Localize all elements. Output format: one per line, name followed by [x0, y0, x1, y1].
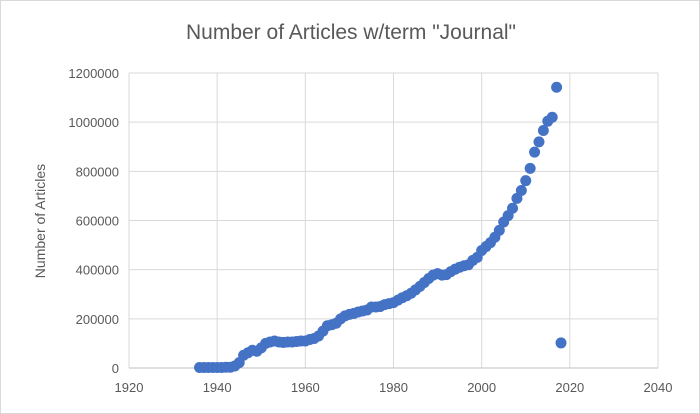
- data-point: [520, 175, 532, 187]
- y-tick-label: 1000000: [68, 115, 119, 130]
- y-tick-label: 400000: [76, 263, 119, 278]
- data-point: [493, 224, 505, 236]
- grid: [128, 72, 659, 369]
- data-point: [507, 202, 519, 214]
- data-points: [194, 81, 567, 374]
- x-tick-label: 1940: [203, 380, 232, 395]
- data-point: [546, 111, 558, 123]
- x-tick-label: 1960: [291, 380, 320, 395]
- x-tick-label: 1980: [379, 380, 408, 395]
- data-point: [524, 162, 536, 174]
- data-point: [537, 125, 549, 137]
- y-axis-ticks: 0 200000 400000 600000 800000 1000000 1200000: [68, 66, 119, 376]
- y-tick-label: 800000: [76, 164, 119, 179]
- x-tick-label: 1920: [115, 380, 144, 395]
- y-axis-title: Number of Articles: [32, 164, 48, 278]
- y-tick-label: 600000: [76, 214, 119, 229]
- y-tick-label: 200000: [76, 312, 119, 327]
- y-tick-label: 1200000: [68, 66, 119, 81]
- x-tick-label: 2020: [555, 380, 584, 395]
- x-axis-ticks: 1920 1940 1960 1980 2000 2020 2040: [115, 380, 673, 395]
- data-point: [533, 136, 545, 148]
- chart-title: Number of Articles w/term "Journal": [186, 21, 516, 44]
- y-tick-label: 0: [112, 361, 119, 376]
- data-point: [551, 81, 563, 93]
- data-point: [529, 146, 541, 158]
- x-tick-label: 2000: [467, 380, 496, 395]
- x-tick-label: 2040: [644, 380, 673, 395]
- data-point: [515, 185, 527, 197]
- data-point: [555, 337, 567, 349]
